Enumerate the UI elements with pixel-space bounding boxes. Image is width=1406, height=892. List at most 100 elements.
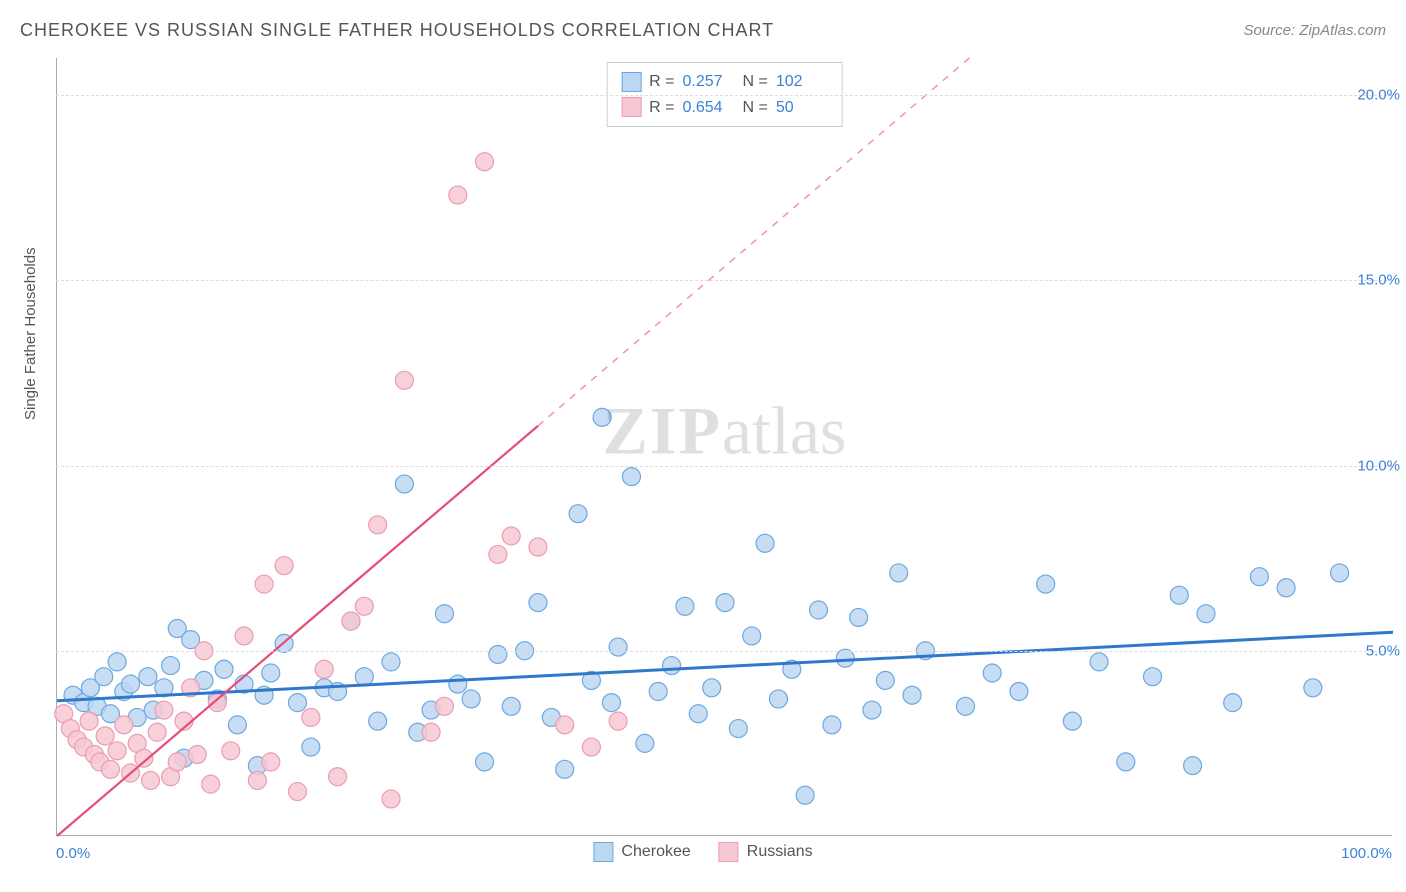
chart-plot-area: R = 0.257N = 102R = 0.654N = 50 ZIPatlas — [56, 58, 1392, 836]
data-point — [676, 597, 694, 615]
data-point — [649, 683, 667, 701]
data-point — [489, 645, 507, 663]
data-point — [796, 786, 814, 804]
data-point — [235, 627, 253, 645]
data-point — [288, 694, 306, 712]
data-point — [716, 594, 734, 612]
data-point — [1144, 668, 1162, 686]
data-point — [422, 723, 440, 741]
data-point — [1250, 568, 1268, 586]
data-point — [729, 720, 747, 738]
stats-legend-row: R = 0.257N = 102 — [621, 69, 828, 95]
series-legend-item: Russians — [719, 842, 813, 862]
legend-r-value: 0.654 — [683, 95, 735, 121]
data-point — [369, 516, 387, 534]
data-point — [703, 679, 721, 697]
data-point — [903, 686, 921, 704]
gridline — [56, 280, 1392, 281]
data-point — [743, 627, 761, 645]
data-point — [1010, 683, 1028, 701]
legend-swatch — [621, 97, 641, 117]
legend-n-label: N = — [743, 95, 768, 121]
data-point — [449, 675, 467, 693]
data-point — [1117, 753, 1135, 771]
data-point — [208, 694, 226, 712]
legend-r-label: R = — [649, 95, 674, 121]
data-point — [155, 701, 173, 719]
gridline — [56, 95, 1392, 96]
x-axis-max-label: 100.0% — [1341, 845, 1392, 862]
data-point — [302, 738, 320, 756]
data-point — [262, 664, 280, 682]
y-tick-label: 15.0% — [1357, 272, 1400, 289]
data-point — [1090, 653, 1108, 671]
data-point — [435, 697, 453, 715]
data-point — [115, 716, 133, 734]
data-point — [95, 668, 113, 686]
data-point — [636, 734, 654, 752]
data-point — [215, 660, 233, 678]
data-point — [769, 690, 787, 708]
legend-n-label: N = — [743, 69, 768, 95]
series-legend-label: Cherokee — [621, 843, 690, 861]
data-point — [222, 742, 240, 760]
data-point — [556, 716, 574, 734]
stats-legend-row: R = 0.654 N = 50 — [621, 95, 828, 121]
data-point — [556, 760, 574, 778]
regression-line — [57, 426, 538, 836]
data-point — [395, 371, 413, 389]
data-point — [876, 671, 894, 689]
data-point — [622, 468, 640, 486]
data-point — [369, 712, 387, 730]
data-point — [188, 745, 206, 763]
data-point — [1184, 757, 1202, 775]
source-label: Source: ZipAtlas.com — [1243, 22, 1386, 39]
data-point — [476, 153, 494, 171]
data-point — [890, 564, 908, 582]
data-point — [302, 708, 320, 726]
data-point — [863, 701, 881, 719]
data-point — [1197, 605, 1215, 623]
data-point — [139, 668, 157, 686]
chart-title: CHEROKEE VS RUSSIAN SINGLE FATHER HOUSEH… — [20, 20, 774, 41]
data-point — [1037, 575, 1055, 593]
chart-header: CHEROKEE VS RUSSIAN SINGLE FATHER HOUSEH… — [20, 20, 1386, 41]
data-point — [135, 749, 153, 767]
data-point — [609, 638, 627, 656]
data-point — [810, 601, 828, 619]
data-point — [315, 660, 333, 678]
data-point — [355, 597, 373, 615]
data-point — [663, 657, 681, 675]
data-point — [502, 527, 520, 545]
y-axis-label: Single Father Households — [22, 247, 39, 420]
series-legend-label: Russians — [747, 843, 813, 861]
data-point — [956, 697, 974, 715]
data-point — [382, 790, 400, 808]
legend-r-label: R = — [649, 69, 674, 95]
data-point — [582, 738, 600, 756]
legend-swatch — [621, 72, 641, 92]
y-tick-label: 5.0% — [1366, 642, 1400, 659]
data-point — [142, 771, 160, 789]
data-point — [836, 649, 854, 667]
data-point — [395, 475, 413, 493]
data-point — [593, 408, 611, 426]
legend-n-value: 50 — [776, 95, 828, 121]
data-point — [248, 771, 266, 789]
data-point — [756, 534, 774, 552]
series-legend-item: Cherokee — [593, 842, 690, 862]
data-point — [168, 753, 186, 771]
data-point — [850, 608, 868, 626]
y-tick-label: 20.0% — [1357, 87, 1400, 104]
data-point — [108, 653, 126, 671]
data-point — [462, 690, 480, 708]
data-point — [108, 742, 126, 760]
data-point — [355, 668, 373, 686]
data-point — [121, 675, 139, 693]
data-point — [983, 664, 1001, 682]
data-point — [288, 783, 306, 801]
data-point — [1224, 694, 1242, 712]
data-point — [1063, 712, 1081, 730]
data-point — [228, 716, 246, 734]
data-point — [382, 653, 400, 671]
